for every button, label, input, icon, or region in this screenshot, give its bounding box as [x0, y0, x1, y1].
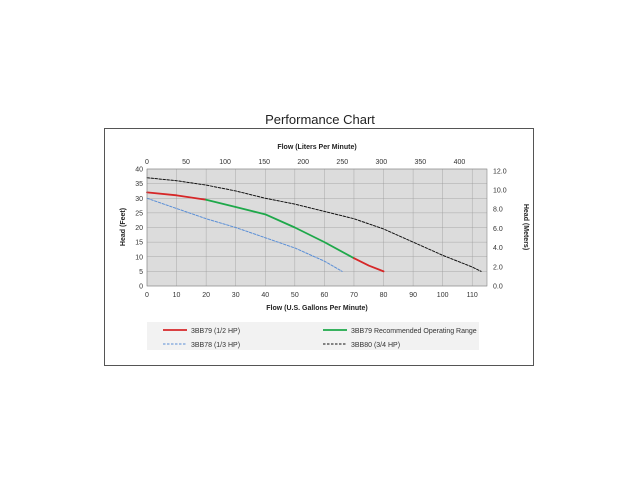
y-tick-label: 20: [135, 225, 143, 232]
x2-tick-label: 150: [258, 159, 270, 166]
y-tick-label: 25: [135, 210, 143, 217]
x-tick-label: 10: [173, 292, 181, 299]
y-tick-label: 35: [135, 181, 143, 188]
y2-axis-title: Head (Meters): [522, 204, 529, 250]
series-layer: [146, 177, 482, 273]
series-line-1: [146, 191, 208, 201]
series-line-3: [353, 257, 385, 273]
x-tick-label: 90: [409, 292, 417, 299]
y2-tick-label: 12.0: [493, 168, 507, 175]
x2-tick-label: 350: [415, 159, 427, 166]
y2-tick-label: 0.0: [493, 284, 503, 291]
x-tick-label: 70: [350, 292, 358, 299]
page-title: Performance Chart: [265, 112, 375, 127]
x-axis-title: Flow (U.S. Gallons Per Minute): [266, 305, 368, 312]
legend-label-3bb79: 3BB79 (1/2 HP): [191, 328, 240, 335]
x2-tick-label: 100: [219, 159, 231, 166]
legend-background: [147, 322, 479, 350]
x-tick-label: 0: [145, 292, 149, 299]
y2-tick-label: 10.0: [493, 188, 507, 195]
x-tick-label: 30: [232, 292, 240, 299]
y-axis-title: Head (Feet): [120, 208, 127, 246]
x2-tick-label: 50: [182, 159, 190, 166]
chart-frame: 0 10 20 30 40 50 60 70 80 90 100 110 0 5 10 15 20 25 30 35 4…: [104, 128, 534, 366]
x-tick-label: 40: [261, 292, 269, 299]
x2-tick-label: 200: [297, 159, 309, 166]
series-line-5: [146, 177, 482, 272]
y2-tick-label: 2.0: [493, 264, 503, 271]
legend: 3BB79 (1/2 HP) 3BB79 Recommended Operati…: [147, 322, 479, 350]
legend-label-3bb79-range: 3BB79 Recommended Operating Range: [351, 328, 477, 335]
x2-tick-label: 0: [145, 159, 149, 166]
x2-axis-title: Flow (Liters Per Minute): [277, 144, 356, 151]
plot-border: [146, 168, 488, 287]
x2-tick-label: 300: [375, 159, 387, 166]
legend-label-3bb78: 3BB78 (1/3 HP): [191, 342, 240, 349]
y-tick-label: 5: [139, 269, 143, 276]
legend-label-3bb80: 3BB80 (3/4 HP): [351, 342, 400, 349]
ticks: 0 10 20 30 40 50 60 70 80 90 100 110 0 5 10 15 20 25 30 35 4…: [135, 159, 507, 299]
y-tick-label: 30: [135, 196, 143, 203]
x2-tick-label: 250: [336, 159, 348, 166]
x-tick-label: 60: [320, 292, 328, 299]
y-tick-label: 10: [135, 254, 143, 261]
series-line-4: [146, 197, 343, 272]
y-tick-label: 15: [135, 240, 143, 247]
y-tick-label: 0: [139, 284, 143, 291]
x-tick-label: 80: [380, 292, 388, 299]
x-tick-label: 100: [437, 292, 449, 299]
y2-tick-label: 8.0: [493, 207, 503, 214]
grid: [146, 168, 487, 287]
x-tick-label: 110: [467, 292, 478, 299]
y-tick-label: 40: [135, 167, 143, 174]
chart: 0 10 20 30 40 50 60 70 80 90 100 110 0 5 10 15 20 25 30 35 4…: [120, 144, 529, 350]
series-line-2: [205, 198, 355, 260]
y2-tick-label: 6.0: [493, 226, 503, 233]
x-tick-label: 20: [202, 292, 210, 299]
y2-tick-label: 4.0: [493, 245, 503, 252]
x-tick-label: 50: [291, 292, 299, 299]
x2-tick-label: 400: [454, 159, 466, 166]
